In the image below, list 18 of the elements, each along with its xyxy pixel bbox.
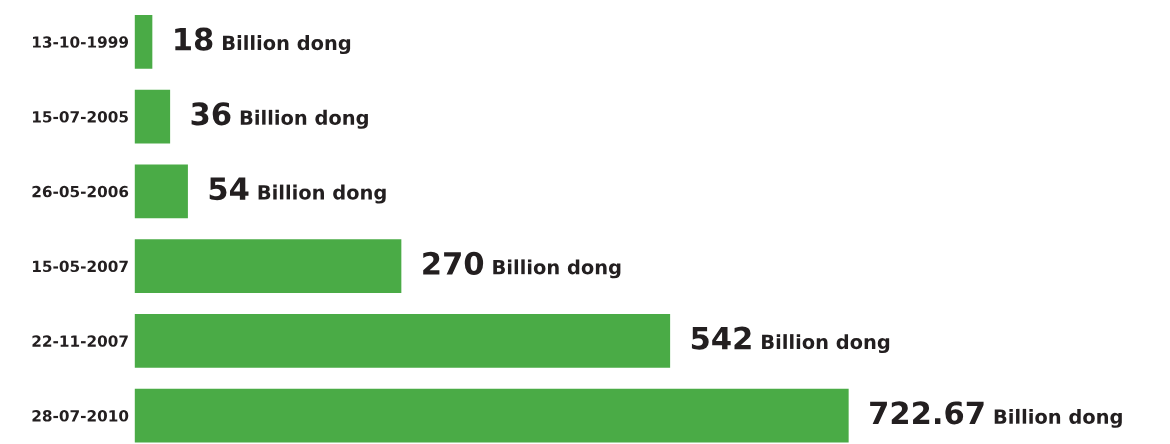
data-label: 36 Billion dong (191, 102, 368, 129)
y-tick-label: 13-10-1999 (33, 36, 129, 48)
y-tick-label: 28-07-2010 (32, 410, 129, 422)
y-tick-label: 15-05-2007 (33, 260, 128, 273)
bar (134, 239, 402, 293)
y-tick-label: 26-05-2006 (32, 185, 129, 198)
bar (134, 388, 849, 443)
data-label: 54 Billion dong (209, 177, 386, 204)
y-tick-label: 22-11-2007 (32, 335, 128, 347)
bar (134, 14, 153, 69)
data-label: 722.67 Billion dong (870, 401, 1122, 428)
bar (134, 164, 188, 219)
data-label: 542 Billion dong (691, 326, 890, 354)
bar (134, 89, 171, 144)
data-label: 18 Billion dong (175, 27, 351, 55)
bar (134, 313, 671, 368)
y-tick-label: 15-07-2005 (33, 111, 128, 123)
data-label: 270 Billion dong (423, 251, 621, 279)
